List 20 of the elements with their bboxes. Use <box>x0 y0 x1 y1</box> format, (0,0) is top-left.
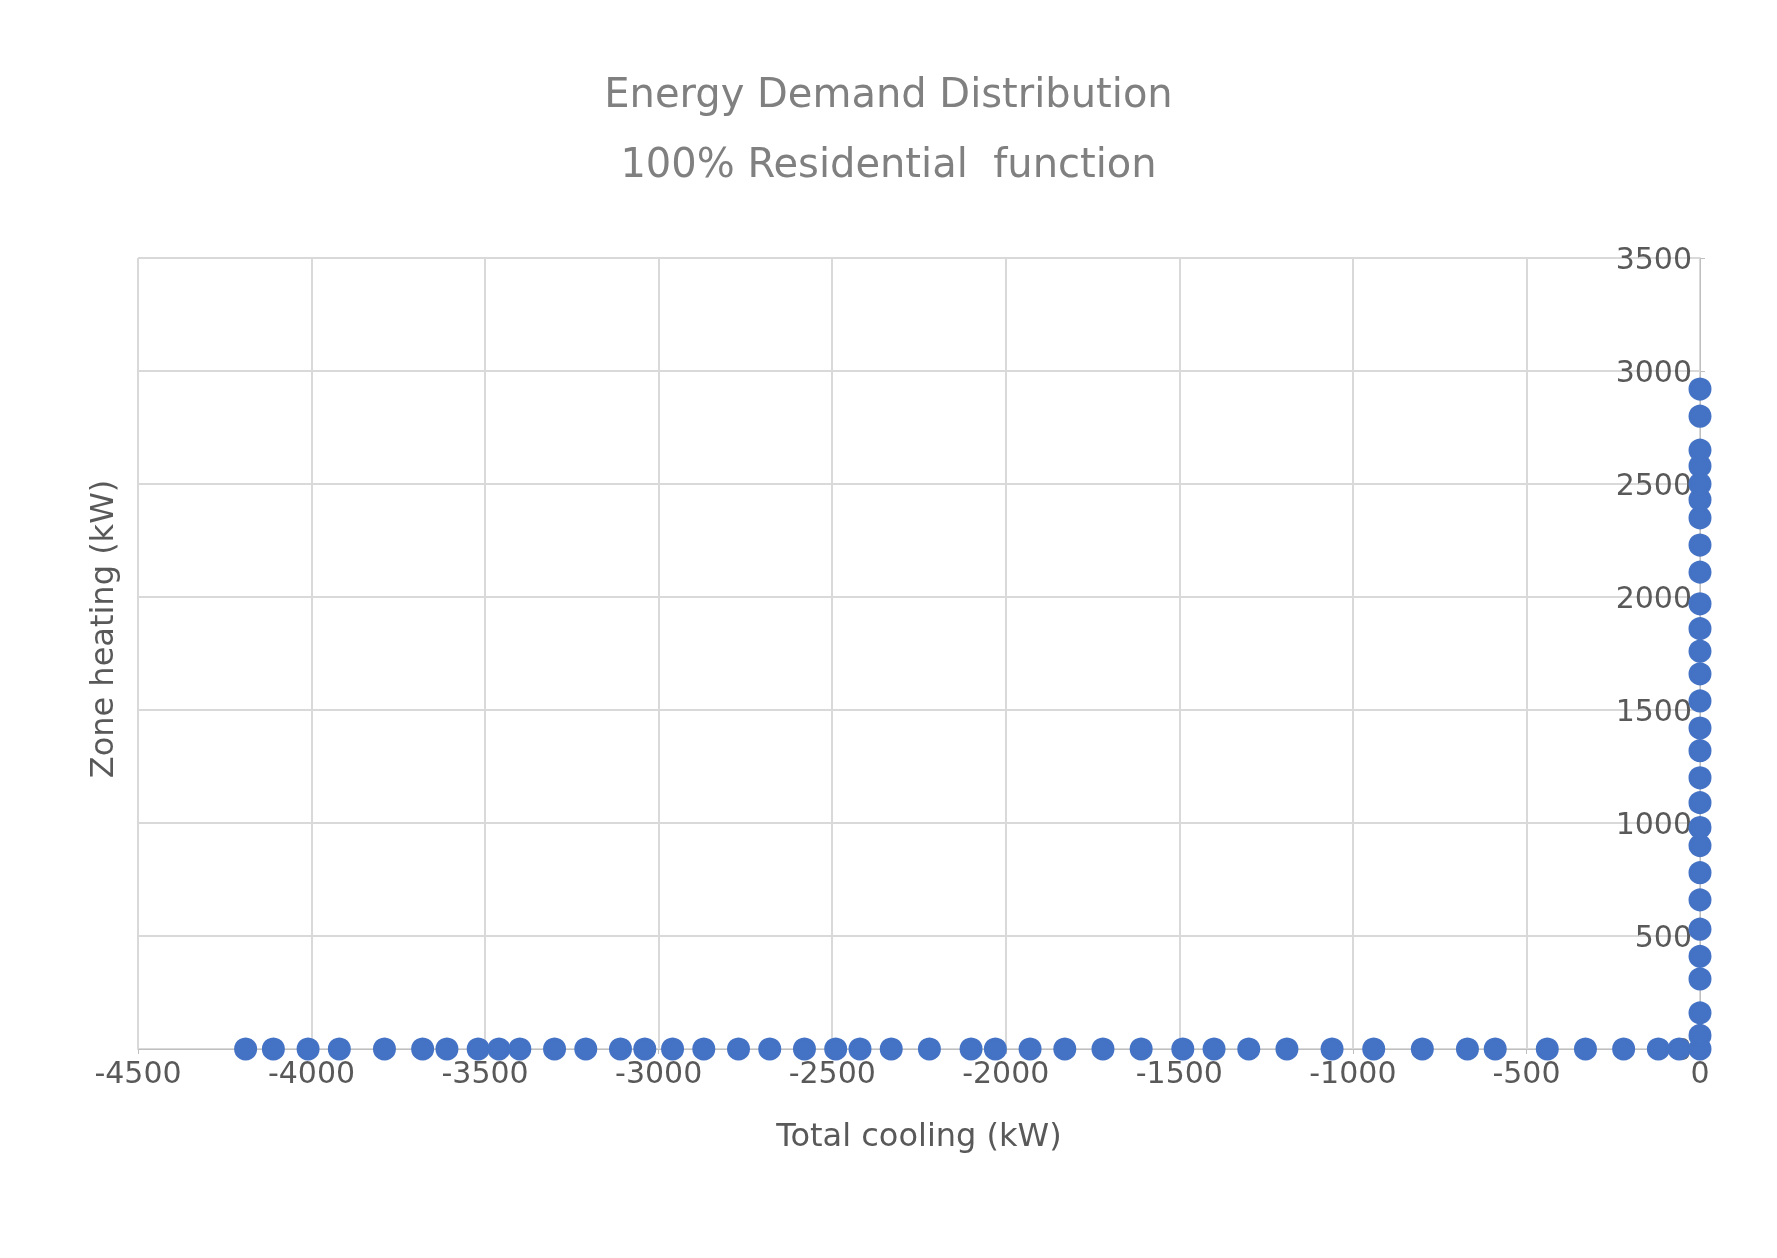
x-tick-label: -1000 <box>1309 1054 1397 1090</box>
x-tick-label: -4500 <box>94 1054 182 1090</box>
x-tick-label: -2000 <box>962 1054 1050 1090</box>
y-tick-label: 2500 <box>1615 466 1692 502</box>
x-tick-label: -1500 <box>1135 1054 1223 1090</box>
x-tick-label: 0 <box>1690 1054 1710 1090</box>
x-tick-label: -3500 <box>441 1054 529 1090</box>
chart-title: Energy Demand Distribution 100% Residential function <box>604 70 1173 186</box>
x-tick-label: -2500 <box>788 1054 876 1090</box>
x-axis-title: Total cooling (kW) <box>775 1116 1062 1154</box>
y-tick-label: 500 <box>1634 918 1692 954</box>
y-tick-label: 1500 <box>1615 692 1692 728</box>
x-tick-label: -3000 <box>615 1054 703 1090</box>
y-tick-label: 2000 <box>1615 579 1692 615</box>
y-tick-label: 3500 <box>1615 240 1692 276</box>
y-axis-title: Zone heating (kW) <box>83 479 121 779</box>
y-tick-label: 1000 <box>1615 805 1692 841</box>
x-tick-label: -4000 <box>267 1054 356 1090</box>
y-tick-label: 3000 <box>1615 353 1692 389</box>
x-tick-label: -500 <box>1492 1054 1561 1090</box>
